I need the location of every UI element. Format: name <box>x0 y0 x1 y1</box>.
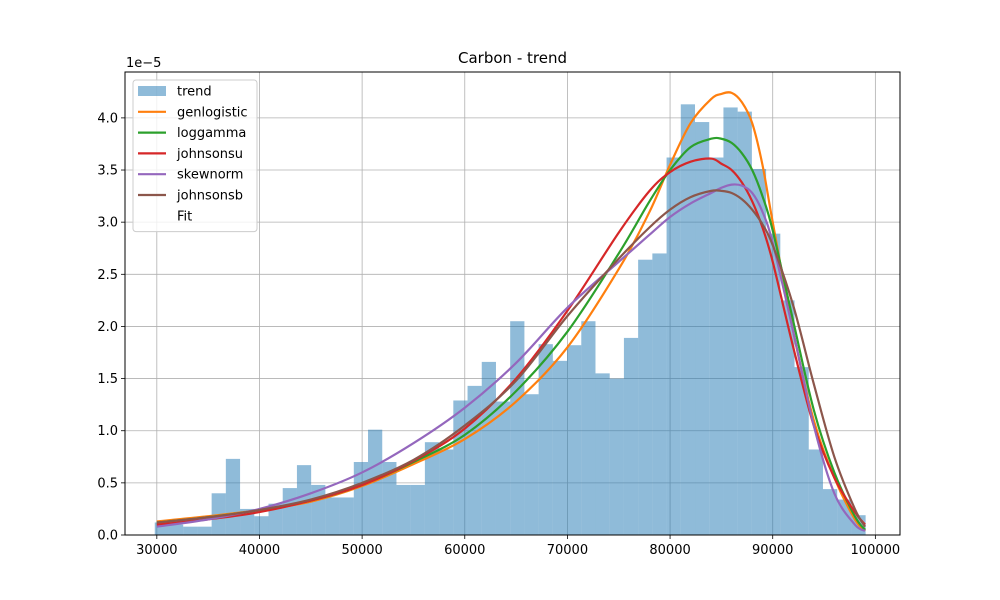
histogram-bar <box>794 367 809 535</box>
fit-lines <box>156 91 867 532</box>
histogram-bar <box>168 524 184 535</box>
y-tick-label: 3.0 <box>97 216 118 231</box>
histogram-bar <box>552 360 568 535</box>
histogram-bar <box>382 462 397 535</box>
legend-label: Fit <box>177 209 192 224</box>
legend-label: johnsonsu <box>176 147 243 162</box>
histogram-bar <box>638 259 653 535</box>
x-tick-label: 100000 <box>851 543 901 558</box>
histogram-bar <box>666 157 681 535</box>
x-tick-label: 40000 <box>239 543 280 558</box>
histogram-bar <box>424 442 440 535</box>
histogram-bar <box>680 104 696 536</box>
y-tick-label: 1.0 <box>97 424 118 439</box>
histogram-bar <box>737 111 752 535</box>
histogram-bar <box>495 401 511 535</box>
histogram-bar <box>510 321 525 535</box>
histogram-bar <box>808 449 823 535</box>
histogram-bar <box>467 385 482 535</box>
y-tick-label: 4.0 <box>97 111 118 126</box>
histogram-bar <box>254 516 269 535</box>
legend-label: skewnorm <box>177 168 243 183</box>
y-tick-label: 2.5 <box>97 268 118 283</box>
histogram-bar <box>453 400 468 535</box>
y-tick-label: 1.5 <box>97 372 118 387</box>
legend-swatch <box>138 86 166 96</box>
axes-frame <box>124 71 901 536</box>
histogram-bar <box>183 526 198 535</box>
legend-label: loggamma <box>177 126 246 141</box>
histogram-bar <box>780 300 795 535</box>
series-line-johnsonsu <box>156 157 866 526</box>
series-line-skewnorm <box>156 183 866 532</box>
histogram-bar <box>652 253 667 535</box>
histogram-bar <box>268 503 283 535</box>
histogram-bar <box>296 465 312 535</box>
legend-label: trend <box>177 85 212 100</box>
histogram-bar <box>353 462 369 535</box>
x-tick-label: 60000 <box>444 543 485 558</box>
y-tick-label: 0.0 <box>97 529 118 544</box>
histogram-bar <box>197 526 212 535</box>
histogram-bar <box>567 345 582 535</box>
chart-title: Carbon - trend <box>458 49 567 67</box>
histogram-bar <box>538 344 553 535</box>
histogram-bar <box>368 429 383 535</box>
histogram-bar <box>751 168 767 535</box>
histogram-bar <box>225 458 241 535</box>
x-axis-ticks: 30000 40000 50000 60000 70000 80000 90000 10000… <box>136 535 900 558</box>
histogram-bar <box>723 107 738 535</box>
histogram-bar <box>581 321 596 535</box>
histogram-bar <box>339 497 354 535</box>
y-scale-label: 1e−5 <box>126 56 161 71</box>
histogram-bar <box>282 488 297 535</box>
histogram-bar <box>609 378 624 535</box>
histogram-bar <box>822 489 838 535</box>
x-tick-label: 50000 <box>341 543 382 558</box>
series-line-johnsonsb <box>156 189 867 528</box>
histogram-bar <box>439 449 454 535</box>
histogram-bar <box>766 233 781 536</box>
x-tick-label: 90000 <box>752 543 793 558</box>
histogram-bar <box>695 122 710 536</box>
y-axis-ticks: 0.0 0.5 1.0 1.5 2.0 2.5 3.0 3.5 4.0 <box>97 111 125 544</box>
histogram-bar <box>595 373 610 535</box>
x-tick-label: 80000 <box>649 543 690 558</box>
histogram-bar <box>623 337 639 535</box>
histogram-bar <box>410 484 425 535</box>
legend: trend genlogistic loggamma johnsonsu skewnor… <box>132 79 258 233</box>
legend-box <box>132 79 258 233</box>
histogram-bar <box>524 394 539 535</box>
legend-label: johnsonsb <box>176 189 243 204</box>
histogram-bar <box>396 484 411 535</box>
y-tick-label: 2.0 <box>97 320 118 335</box>
x-tick-label: 30000 <box>136 543 177 558</box>
y-tick-label: 3.5 <box>97 164 118 179</box>
histogram-bar <box>325 497 340 535</box>
y-tick-label: 0.5 <box>97 476 118 491</box>
legend-label: genlogistic <box>177 105 248 120</box>
x-tick-label: 70000 <box>547 543 588 558</box>
histogram-bar <box>709 157 724 535</box>
